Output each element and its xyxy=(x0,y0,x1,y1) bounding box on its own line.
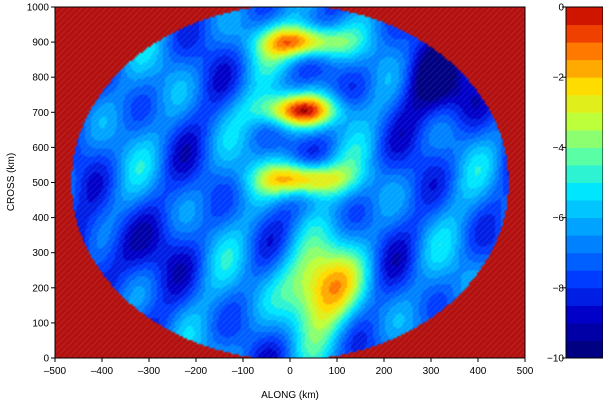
y-tick-label: 200 xyxy=(32,283,49,294)
colorbar-tick-label: 0 xyxy=(558,3,564,14)
colorbar-tick-label: −8 xyxy=(553,283,565,294)
y-tick-label: 800 xyxy=(32,73,49,84)
x-axis: –500 –400 –300 –200 –100 0 100 200 300 400 500 xyxy=(44,358,534,377)
colorbar-swatch xyxy=(566,340,603,359)
plot-area xyxy=(54,6,526,359)
colorbar-swatch xyxy=(566,235,603,254)
y-axis-label: CROSS (km) xyxy=(6,153,17,211)
colorbar-swatch xyxy=(566,112,603,131)
colorbar-swatch xyxy=(566,129,603,148)
x-tick-label: –400 xyxy=(91,366,114,377)
y-tick-label: 1000 xyxy=(27,3,50,14)
x-tick-label: –200 xyxy=(185,366,208,377)
x-tick-label: 0 xyxy=(287,366,293,377)
colorbar-swatch xyxy=(566,252,603,271)
colorbar-swatch xyxy=(566,24,603,43)
x-axis-label: ALONG (km) xyxy=(261,390,319,401)
colorbar-swatch xyxy=(566,164,603,183)
colorbar-swatch xyxy=(566,42,603,61)
colorbar-swatch xyxy=(566,305,603,324)
x-tick-label: –500 xyxy=(44,366,67,377)
y-tick-label: 100 xyxy=(32,318,49,329)
colorbar-tick-label: −2 xyxy=(553,73,565,84)
x-tick-label: 400 xyxy=(470,366,487,377)
colorbar-swatch xyxy=(566,7,603,26)
x-tick-label: –300 xyxy=(138,366,161,377)
hatch-overlay xyxy=(55,7,525,358)
colorbar-tick-label: −6 xyxy=(553,213,565,224)
colorbar-swatch xyxy=(566,94,603,113)
y-tick-label: 900 xyxy=(32,38,49,49)
y-tick-label: 600 xyxy=(32,143,49,154)
colorbar-tick-label: −4 xyxy=(553,143,565,154)
y-tick-label: 700 xyxy=(32,108,49,119)
y-tick-label: 400 xyxy=(32,213,49,224)
colorbar-swatch xyxy=(566,147,603,166)
colorbar-swatch xyxy=(566,322,603,341)
x-tick-label: 300 xyxy=(423,366,440,377)
colorbar-swatch xyxy=(566,270,603,289)
colorbar-tick-label: −10 xyxy=(547,354,564,365)
colorbar-frame xyxy=(565,6,603,359)
colorbar-swatch xyxy=(566,287,603,306)
colorbar: 0 −2 −4 −6 −8 −10 xyxy=(547,3,603,365)
x-tick-label: –100 xyxy=(232,366,255,377)
colorbar-swatch xyxy=(566,182,603,201)
y-tick-label: 300 xyxy=(32,248,49,259)
x-tick-label: 200 xyxy=(376,366,393,377)
colorbar-swatch xyxy=(566,217,603,236)
x-tick-label: 100 xyxy=(329,366,346,377)
x-tick-label: 500 xyxy=(517,366,534,377)
y-axis: 0 100 200 300 400 500 600 700 800 900 1000 xyxy=(27,3,55,365)
colorbar-swatch xyxy=(566,77,603,96)
colorbar-swatch xyxy=(566,59,603,78)
y-tick-label: 500 xyxy=(32,178,49,189)
colorbar-swatch xyxy=(566,200,603,219)
y-tick-label: 0 xyxy=(43,354,49,365)
